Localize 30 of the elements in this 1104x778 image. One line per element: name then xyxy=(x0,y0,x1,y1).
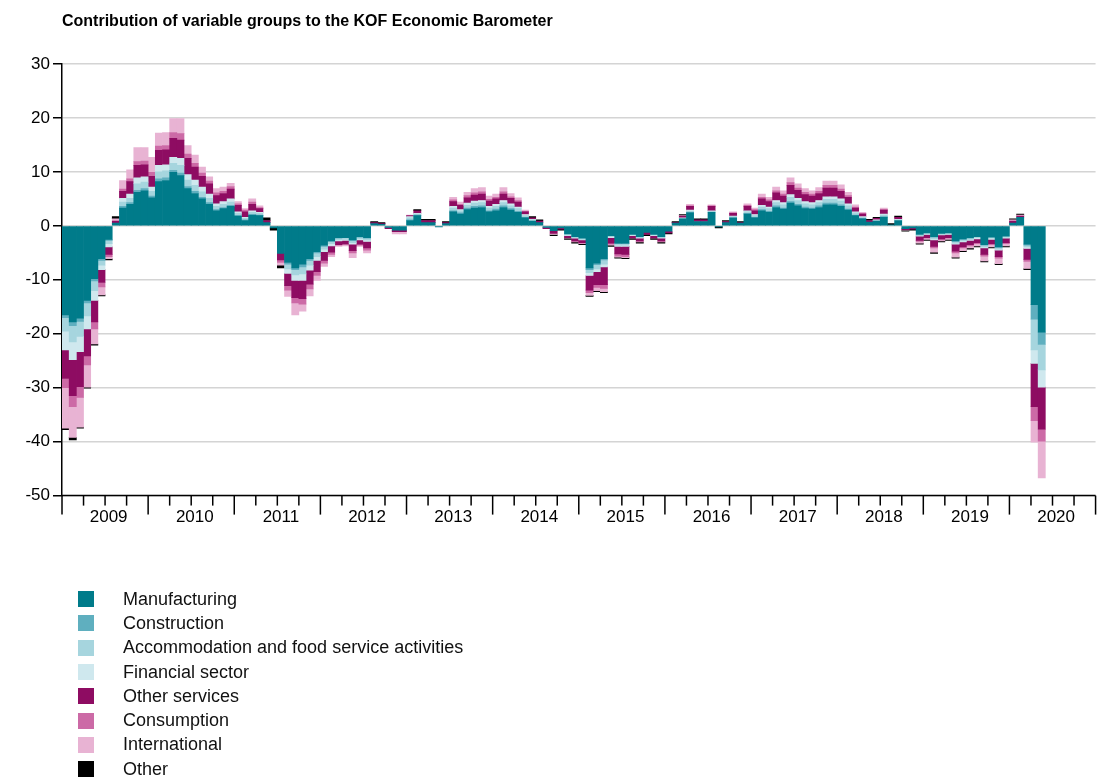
y-tick-label: 0 xyxy=(40,215,50,235)
y-tick-label: -40 xyxy=(25,431,50,451)
legend-label: Financial sector xyxy=(123,661,250,683)
legend-label: Manufacturing xyxy=(123,588,238,610)
x-tick-label: 2009 xyxy=(89,507,128,527)
y-tick-label: -20 xyxy=(25,323,50,343)
y-tick-label: 30 xyxy=(31,53,50,73)
x-tick-label: 2016 xyxy=(692,507,731,527)
y-tick-label: -30 xyxy=(25,377,50,397)
y-tick-label: 10 xyxy=(31,161,50,181)
legend-label: Construction xyxy=(123,612,225,634)
x-tick-label: 2014 xyxy=(520,507,559,527)
x-tick-label: 2010 xyxy=(175,507,214,527)
x-tick-label: 2018 xyxy=(864,507,903,527)
legend-label: Other xyxy=(123,758,169,778)
x-tick-label: 2017 xyxy=(778,507,817,527)
legend-label: Accommodation and food service activities xyxy=(123,637,464,659)
legend-label: Consumption xyxy=(123,710,230,732)
legend-label: Other services xyxy=(123,685,240,707)
x-tick-label: 2012 xyxy=(348,507,386,527)
x-tick-label: 2013 xyxy=(434,507,473,527)
x-tick-label: 2011 xyxy=(262,507,300,527)
chart-title: Contribution of variable groups to the KOF Economic Barometer xyxy=(62,12,553,30)
y-tick-label: -50 xyxy=(25,485,50,505)
x-tick-label: 2019 xyxy=(951,507,989,527)
x-tick-label: 2020 xyxy=(1037,507,1076,527)
y-tick-label: -10 xyxy=(25,269,50,289)
y-tick-label: 20 xyxy=(31,107,50,127)
legend-label: International xyxy=(123,734,223,756)
x-tick-label: 2015 xyxy=(606,507,645,527)
